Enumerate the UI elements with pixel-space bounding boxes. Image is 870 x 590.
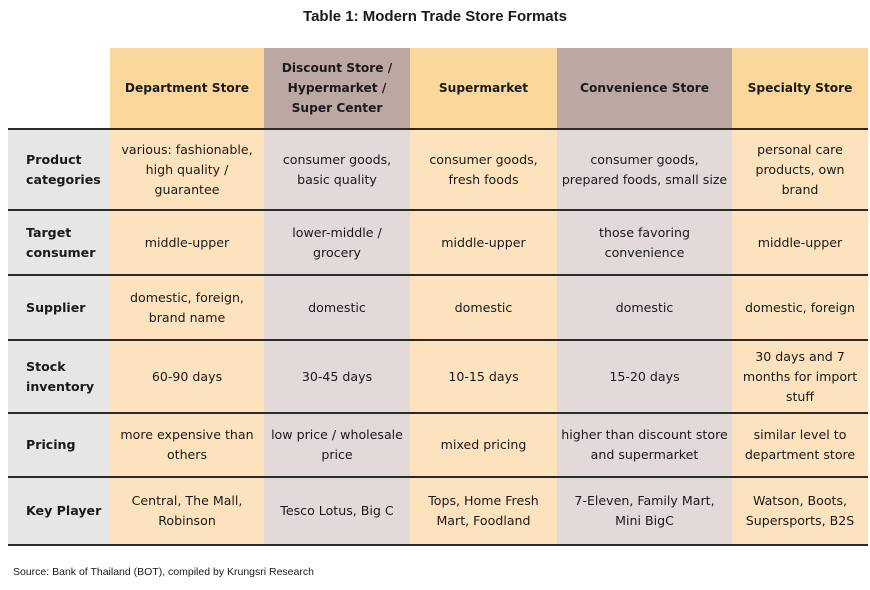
table-cell: mixed pricing — [410, 413, 557, 477]
table-row: Key Player Central, The Mall, Robinson T… — [8, 477, 868, 545]
table-cell: Watson, Boots, Supersports, B2S — [732, 477, 868, 545]
table-cell: consumer goods, basic quality — [264, 129, 410, 210]
table-cell: 7-Eleven, Family Mart, Mini BigC — [557, 477, 732, 545]
table-cell: consumer goods, fresh foods — [410, 129, 557, 210]
row-label-key-player: Key Player — [8, 477, 110, 545]
table-cell: Tesco Lotus, Big C — [264, 477, 410, 545]
col-header-specialty-store: Specialty Store — [732, 48, 868, 129]
table-cell: domestic, foreign, brand name — [110, 275, 264, 340]
table-cell: 30 days and 7 months for import stuff — [732, 340, 868, 413]
table-row: Stock inventory 60-90 days 30-45 days 10… — [8, 340, 868, 413]
table-cell: Central, The Mall, Robinson — [110, 477, 264, 545]
table-cell: domestic — [410, 275, 557, 340]
table-cell: consumer goods, prepared foods, small si… — [557, 129, 732, 210]
table-cell: middle-upper — [410, 210, 557, 275]
row-label-target-consumer: Target consumer — [8, 210, 110, 275]
table-cell: lower-middle / grocery — [264, 210, 410, 275]
table-cell: personal care products, own brand — [732, 129, 868, 210]
table-cell: more expensive than others — [110, 413, 264, 477]
table-cell: middle-upper — [110, 210, 264, 275]
row-label-supplier: Supplier — [8, 275, 110, 340]
row-label-product-categories: Product categories — [8, 129, 110, 210]
table-row: Pricing more expensive than others low p… — [8, 413, 868, 477]
col-header-supermarket: Supermarket — [410, 48, 557, 129]
table-cell: 10-15 days — [410, 340, 557, 413]
table-title: Table 1: Modern Trade Store Formats — [303, 8, 567, 25]
table-row: Supplier domestic, foreign, brand name d… — [8, 275, 868, 340]
table-row: Target consumer middle-upper lower-middl… — [8, 210, 868, 275]
source-note: Source: Bank of Thailand (BOT), compiled… — [13, 566, 314, 578]
table-cell: higher than discount store and supermark… — [557, 413, 732, 477]
table-cell: various: fashionable, high quality / gua… — [110, 129, 264, 210]
row-label-pricing: Pricing — [8, 413, 110, 477]
row-label-stock-inventory: Stock inventory — [8, 340, 110, 413]
store-formats-table: Department Store Discount Store / Hyperm… — [8, 48, 868, 546]
table-cell: domestic, foreign — [732, 275, 868, 340]
col-header-convenience-store: Convenience Store — [557, 48, 732, 129]
col-header-department-store: Department Store — [110, 48, 264, 129]
header-row: Department Store Discount Store / Hyperm… — [8, 48, 868, 129]
table-row: Product categories various: fashionable,… — [8, 129, 868, 210]
table-cell: those favoring convenience — [557, 210, 732, 275]
table-cell: 15-20 days — [557, 340, 732, 413]
table-cell: low price / wholesale price — [264, 413, 410, 477]
table-cell: domestic — [557, 275, 732, 340]
table-cell: similar level to department store — [732, 413, 868, 477]
table-cell: 30-45 days — [264, 340, 410, 413]
corner-cell — [8, 48, 110, 129]
table-cell: domestic — [264, 275, 410, 340]
table-cell: 60-90 days — [110, 340, 264, 413]
col-header-discount-store: Discount Store / Hypermarket / Super Cen… — [264, 48, 410, 129]
table-cell: middle-upper — [732, 210, 868, 275]
table-cell: Tops, Home Fresh Mart, Foodland — [410, 477, 557, 545]
